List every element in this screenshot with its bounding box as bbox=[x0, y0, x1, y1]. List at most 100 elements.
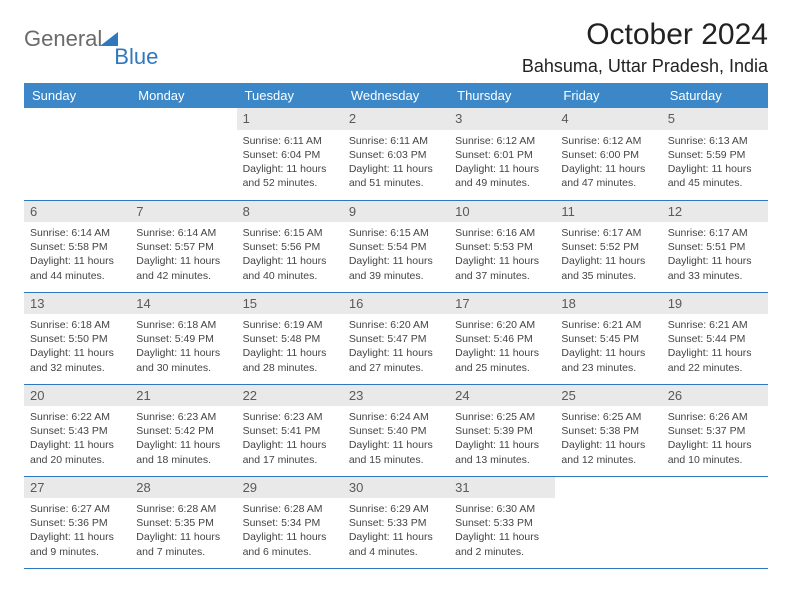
day-number: 21 bbox=[130, 385, 236, 407]
sunset-line: Sunset: 6:04 PM bbox=[243, 148, 337, 162]
daylight-line: Daylight: 11 hours and 40 minutes. bbox=[243, 254, 337, 282]
weekday-header: Sunday bbox=[24, 83, 130, 108]
sunrise-line: Sunrise: 6:30 AM bbox=[455, 502, 549, 516]
sunrise-line: Sunrise: 6:20 AM bbox=[455, 318, 549, 332]
day-number: 5 bbox=[662, 108, 768, 130]
sunrise-line: Sunrise: 6:12 AM bbox=[455, 134, 549, 148]
logo-text-general: General bbox=[24, 26, 102, 52]
daylight-line: Daylight: 11 hours and 7 minutes. bbox=[136, 530, 230, 558]
calendar-day-cell: 3Sunrise: 6:12 AMSunset: 6:01 PMDaylight… bbox=[449, 108, 555, 200]
calendar-day-cell: 25Sunrise: 6:25 AMSunset: 5:38 PMDayligh… bbox=[555, 384, 661, 476]
sunset-line: Sunset: 5:36 PM bbox=[30, 516, 124, 530]
calendar-day-cell: 31Sunrise: 6:30 AMSunset: 5:33 PMDayligh… bbox=[449, 476, 555, 568]
daylight-line: Daylight: 11 hours and 37 minutes. bbox=[455, 254, 549, 282]
sunrise-line: Sunrise: 6:23 AM bbox=[243, 410, 337, 424]
sunrise-line: Sunrise: 6:17 AM bbox=[561, 226, 655, 240]
calendar-day-cell: 24Sunrise: 6:25 AMSunset: 5:39 PMDayligh… bbox=[449, 384, 555, 476]
daylight-line: Daylight: 11 hours and 9 minutes. bbox=[30, 530, 124, 558]
daylight-line: Daylight: 11 hours and 17 minutes. bbox=[243, 438, 337, 466]
daylight-line: Daylight: 11 hours and 20 minutes. bbox=[30, 438, 124, 466]
calendar-day-cell: 13Sunrise: 6:18 AMSunset: 5:50 PMDayligh… bbox=[24, 292, 130, 384]
sunrise-line: Sunrise: 6:25 AM bbox=[455, 410, 549, 424]
day-number: 7 bbox=[130, 201, 236, 223]
calendar-day-cell: 29Sunrise: 6:28 AMSunset: 5:34 PMDayligh… bbox=[237, 476, 343, 568]
day-number: 12 bbox=[662, 201, 768, 223]
calendar-day-cell: 27Sunrise: 6:27 AMSunset: 5:36 PMDayligh… bbox=[24, 476, 130, 568]
sunset-line: Sunset: 5:59 PM bbox=[668, 148, 762, 162]
sunset-line: Sunset: 5:41 PM bbox=[243, 424, 337, 438]
calendar-day-cell: 1Sunrise: 6:11 AMSunset: 6:04 PMDaylight… bbox=[237, 108, 343, 200]
calendar-week-row: 13Sunrise: 6:18 AMSunset: 5:50 PMDayligh… bbox=[24, 292, 768, 384]
sunrise-line: Sunrise: 6:21 AM bbox=[668, 318, 762, 332]
sunset-line: Sunset: 5:49 PM bbox=[136, 332, 230, 346]
calendar-day-cell: 5 Sunrise: 6:13 AMSunset: 5:59 PMDaylight… bbox=[662, 108, 768, 200]
sunset-line: Sunset: 5:57 PM bbox=[136, 240, 230, 254]
day-number: 19 bbox=[662, 293, 768, 315]
day-number: 20 bbox=[24, 385, 130, 407]
header: General Blue October 2024 Bahsuma, Uttar… bbox=[24, 18, 768, 77]
daylight-line: Daylight: 11 hours and 33 minutes. bbox=[668, 254, 762, 282]
sunset-line: Sunset: 6:03 PM bbox=[349, 148, 443, 162]
calendar-empty-cell bbox=[662, 476, 768, 568]
day-number: 3 bbox=[449, 108, 555, 130]
sunset-line: Sunset: 5:33 PM bbox=[349, 516, 443, 530]
sunset-line: Sunset: 5:53 PM bbox=[455, 240, 549, 254]
calendar-day-cell: 8Sunrise: 6:15 AMSunset: 5:56 PMDaylight… bbox=[237, 200, 343, 292]
day-number: 26 bbox=[662, 385, 768, 407]
weekday-header: Friday bbox=[555, 83, 661, 108]
calendar-day-cell: 20Sunrise: 6:22 AMSunset: 5:43 PMDayligh… bbox=[24, 384, 130, 476]
sunrise-line: Sunrise: 6:28 AM bbox=[136, 502, 230, 516]
sunset-line: Sunset: 5:37 PM bbox=[668, 424, 762, 438]
day-number: 24 bbox=[449, 385, 555, 407]
daylight-line: Daylight: 11 hours and 22 minutes. bbox=[668, 346, 762, 374]
sunrise-line: Sunrise: 6:28 AM bbox=[243, 502, 337, 516]
day-number: 4 bbox=[555, 108, 661, 130]
sunrise-line: Sunrise: 6:23 AM bbox=[136, 410, 230, 424]
calendar-week-row: 6Sunrise: 6:14 AMSunset: 5:58 PMDaylight… bbox=[24, 200, 768, 292]
calendar-day-cell: 6Sunrise: 6:14 AMSunset: 5:58 PMDaylight… bbox=[24, 200, 130, 292]
calendar-day-cell: 19Sunrise: 6:21 AMSunset: 5:44 PMDayligh… bbox=[662, 292, 768, 384]
calendar-day-cell: 9Sunrise: 6:15 AMSunset: 5:54 PMDaylight… bbox=[343, 200, 449, 292]
calendar-day-cell: 21Sunrise: 6:23 AMSunset: 5:42 PMDayligh… bbox=[130, 384, 236, 476]
sunset-line: Sunset: 5:40 PM bbox=[349, 424, 443, 438]
day-number: 1 bbox=[237, 108, 343, 130]
calendar-body: 1 Sunrise: 6:11 AMSunset: 6:04 PM Daylight… bbox=[24, 108, 768, 568]
calendar-week-row: 1 Sunrise: 6:11 AMSunset: 6:04 PM Daylight… bbox=[24, 108, 768, 200]
calendar-empty-cell bbox=[24, 108, 130, 200]
sunrise-line: Sunrise: 6:11 AM bbox=[243, 134, 337, 148]
weekday-header: Monday bbox=[130, 83, 236, 108]
calendar-day-cell: 23Sunrise: 6:24 AMSunset: 5:40 PMDayligh… bbox=[343, 384, 449, 476]
daylight-line: Daylight: 11 hours and 47 minutes. bbox=[561, 162, 655, 190]
calendar-day-cell: 2Sunrise: 6:11 AMSunset: 6:03 PMDaylight… bbox=[343, 108, 449, 200]
day-number: 16 bbox=[343, 293, 449, 315]
weekday-header: Wednesday bbox=[343, 83, 449, 108]
daylight-line: Daylight: 11 hours and 25 minutes. bbox=[455, 346, 549, 374]
weekday-header: Saturday bbox=[662, 83, 768, 108]
sunrise-line: Sunrise: 6:27 AM bbox=[30, 502, 124, 516]
calendar-empty-cell bbox=[130, 108, 236, 200]
sunrise-line: Sunrise: 6:15 AM bbox=[349, 226, 443, 240]
sunrise-line: Sunrise: 6:21 AM bbox=[561, 318, 655, 332]
day-number: 8 bbox=[237, 201, 343, 223]
location-text: Bahsuma, Uttar Pradesh, India bbox=[522, 56, 768, 77]
calendar-day-cell: 12Sunrise: 6:17 AMSunset: 5:51 PMDayligh… bbox=[662, 200, 768, 292]
daylight-line: Daylight: 11 hours and 45 minutes. bbox=[668, 162, 762, 190]
day-number: 18 bbox=[555, 293, 661, 315]
calendar-day-cell: 17Sunrise: 6:20 AMSunset: 5:46 PMDayligh… bbox=[449, 292, 555, 384]
sunrise-line: Sunrise: 6:12 AM bbox=[561, 134, 655, 148]
daylight-line: Daylight: 11 hours and 27 minutes. bbox=[349, 346, 443, 374]
calendar-grid: SundayMondayTuesdayWednesdayThursdayFrid… bbox=[24, 83, 768, 569]
day-number: 2 bbox=[343, 108, 449, 130]
calendar-day-cell: 18Sunrise: 6:21 AMSunset: 5:45 PMDayligh… bbox=[555, 292, 661, 384]
sunrise-line: Sunrise: 6:13 AM bbox=[668, 134, 762, 148]
day-number: 28 bbox=[130, 477, 236, 499]
sunrise-line: Sunrise: 6:15 AM bbox=[243, 226, 337, 240]
calendar-day-cell: 26 Sunrise: 6:26 AMSunset: 5:37 PMDayligh… bbox=[662, 384, 768, 476]
sunrise-line: Sunrise: 6:19 AM bbox=[243, 318, 337, 332]
sunrise-line: Sunrise: 6:26 AM bbox=[668, 410, 762, 424]
calendar-day-cell: 30Sunrise: 6:29 AMSunset: 5:33 PMDayligh… bbox=[343, 476, 449, 568]
sunset-line: Sunset: 6:00 PM bbox=[561, 148, 655, 162]
logo-text-blue: Blue bbox=[114, 44, 158, 70]
daylight-line: Daylight: 11 hours and 10 minutes. bbox=[668, 438, 762, 466]
sunset-line: Sunset: 5:52 PM bbox=[561, 240, 655, 254]
